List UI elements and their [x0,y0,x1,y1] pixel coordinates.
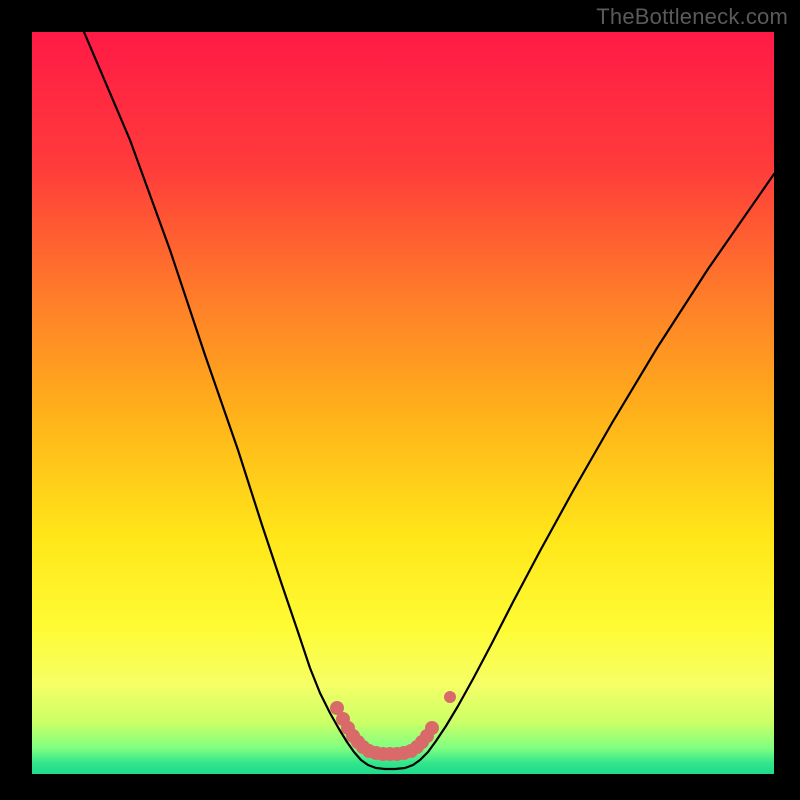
plot-background [32,32,774,774]
chart-container: TheBottleneck.com [0,0,800,800]
curve-marker [425,721,439,735]
watermark-text: TheBottleneck.com [596,4,788,30]
curve-marker [444,691,456,703]
bottleneck-chart [0,0,800,800]
